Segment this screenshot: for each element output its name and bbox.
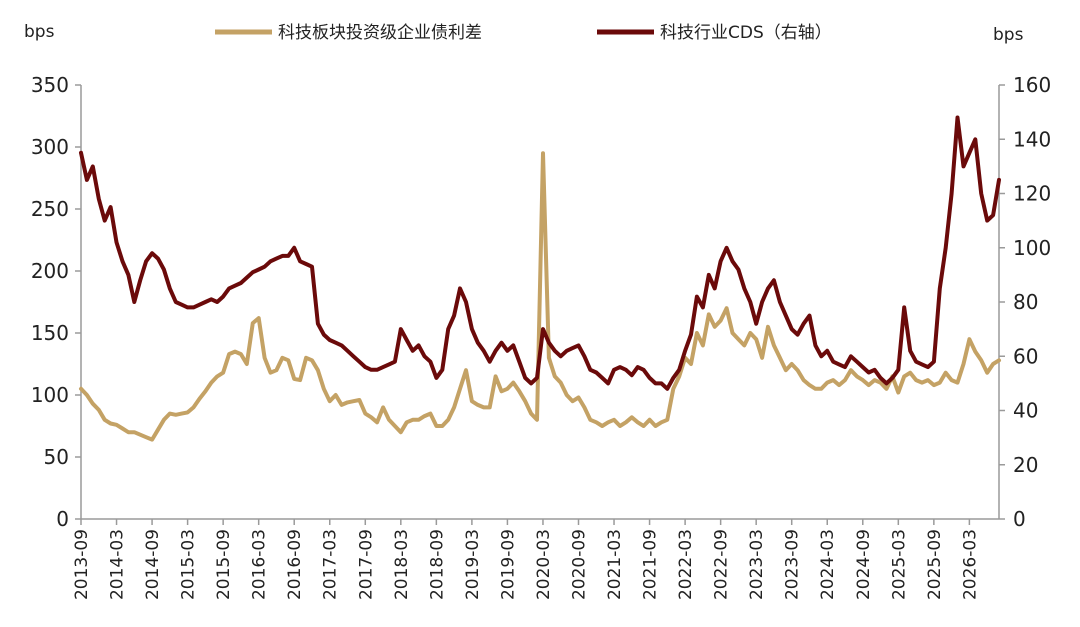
x-tick-label: 2019-09 [498,529,518,600]
x-tick-label: 2015-09 [214,529,234,600]
right-y-tick-label: 80 [1013,290,1038,314]
right-y-tick-label: 120 [1013,182,1051,206]
series-layer [79,115,1001,442]
x-tick-label: 2021-03 [605,529,625,600]
x-tick-label: 2019-03 [463,529,483,600]
x-tick-label: 2023-03 [747,529,767,600]
left-y-tick-label: 300 [31,135,69,159]
x-tick-label: 2021-09 [641,529,661,600]
x-tick-label: 2020-09 [569,529,589,600]
x-tick-label: 2018-09 [427,529,447,600]
left-y-tick-label: 350 [31,73,69,97]
x-tick-label: 2020-03 [534,529,554,600]
x-tick-label: 2023-09 [783,529,803,600]
x-tick-label: 2016-09 [285,529,305,600]
left-y-tick-label: 50 [44,445,69,469]
x-tick-label: 2015-03 [179,529,199,600]
x-tick-label: 2014-03 [108,529,128,600]
right-y-tick-label: 40 [1013,399,1038,423]
left-axis-unit: bps [24,22,55,42]
legend: 科技板块投资级企业债利差 科技行业CDS（右轴） [215,23,832,43]
x-tick-label: 2025-09 [925,529,945,600]
left-y-tick-label: 150 [31,321,69,345]
x-tick-label: 2022-09 [712,529,732,600]
x-tick-label: 2014-09 [143,529,163,600]
x-tick-label: 2024-09 [854,529,874,600]
series-line-spread [79,151,1001,442]
right-y-tick-label: 160 [1013,73,1051,97]
series-line-cds [79,115,1001,391]
left-y-tick-label: 200 [31,259,69,283]
right-y-tick-label: 140 [1013,127,1051,151]
x-tick-label: 2017-03 [321,529,341,600]
legend-label-cds: 科技行业CDS（右轴） [660,23,832,43]
x-tick-label: 2026-03 [960,529,980,600]
x-tick-label: 2025-03 [889,529,909,600]
x-tick-label: 2016-03 [250,529,270,600]
x-tick-label: 2018-03 [392,529,412,600]
x-tick-label: 2022-03 [676,529,696,600]
x-tick-label: 2024-03 [818,529,838,600]
right-axis-unit: bps [993,25,1024,45]
left-y-tick-label: 250 [31,197,69,221]
right-y-ticks: 0 20 40 60 80 100 120 140 160 [999,73,1051,531]
right-y-tick-label: 60 [1013,344,1038,368]
left-y-tick-label: 100 [31,383,69,407]
right-y-tick-label: 100 [1013,236,1051,260]
x-ticks: 2013-09 2014-03 2014-09 2015-03 2015-09 2016-… [72,519,980,600]
right-y-tick-label: 0 [1013,507,1026,531]
left-y-tick-label: 0 [56,507,69,531]
left-y-ticks: 0 50 100 150 200 250 300 350 [31,73,81,531]
x-tick-label: 2017-09 [356,529,376,600]
x-tick-label: 2013-09 [72,529,92,600]
legend-label-spread: 科技板块投资级企业债利差 [278,23,482,43]
right-y-tick-label: 20 [1013,453,1038,477]
